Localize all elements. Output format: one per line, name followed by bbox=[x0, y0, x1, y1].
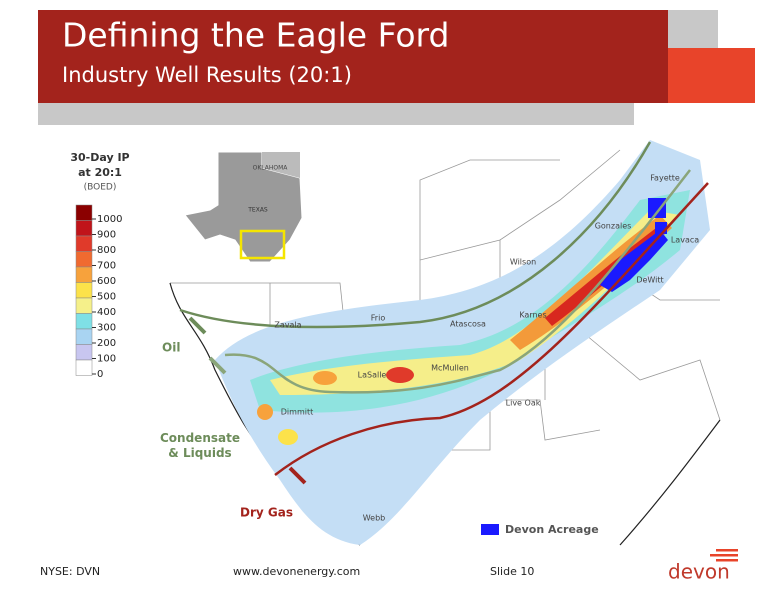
title: Defining the Eagle Ford bbox=[62, 16, 450, 55]
subtitle: Industry Well Results (20:1) bbox=[62, 63, 352, 87]
logo-mark bbox=[710, 549, 738, 562]
dry-gas-line bbox=[274, 182, 709, 476]
header-block bbox=[668, 10, 718, 48]
county-label: Frio bbox=[371, 314, 386, 323]
dry-gas-label: Dry Gas bbox=[240, 506, 293, 520]
footer-url: www.devonenergy.com bbox=[233, 565, 360, 578]
legend-label: 1000 bbox=[97, 214, 122, 225]
legend-title: 30-Day IP bbox=[70, 151, 129, 164]
legend-label: 0 bbox=[97, 369, 103, 380]
header-block bbox=[668, 48, 718, 103]
legend-swatch bbox=[75, 297, 93, 314]
county-label: Webb bbox=[363, 514, 386, 523]
footer-ticker: NYSE: DVN bbox=[40, 565, 100, 578]
legend-swatch bbox=[75, 220, 93, 237]
legend-label: 500 bbox=[97, 292, 116, 303]
legend-title: at 20:1 bbox=[78, 166, 122, 179]
county-label: Live Oak bbox=[506, 399, 541, 408]
legend-swatch bbox=[75, 266, 93, 283]
county-label: Wilson bbox=[510, 258, 536, 267]
acreage-label: Devon Acreage bbox=[505, 523, 599, 536]
arrow bbox=[208, 356, 227, 375]
coastline bbox=[619, 419, 721, 546]
county-label: McMullen bbox=[431, 364, 469, 373]
logo: devon bbox=[668, 560, 730, 584]
legend-label: 100 bbox=[97, 354, 116, 365]
condensate-line bbox=[224, 169, 691, 394]
county-label: DeWitt bbox=[636, 276, 663, 285]
oil-line bbox=[179, 141, 652, 329]
legend-label: 600 bbox=[97, 276, 116, 287]
legend-swatch bbox=[75, 328, 93, 345]
arrow bbox=[188, 316, 207, 335]
county-label: Zavala bbox=[274, 321, 301, 330]
inset-label: TEXAS bbox=[247, 207, 268, 214]
legend-title: (BOED) bbox=[84, 183, 117, 193]
county-label: LaSalle bbox=[358, 371, 387, 380]
county-label: Lavaca bbox=[671, 236, 699, 245]
county-label: Fayette bbox=[650, 174, 680, 183]
county-label: Gonzales bbox=[595, 222, 632, 231]
legend-swatch bbox=[75, 344, 93, 361]
footer-slide: Slide 10 bbox=[490, 565, 534, 578]
inset-highlight bbox=[239, 229, 286, 260]
inset-map: OKLAHOMA TEXAS bbox=[184, 151, 303, 263]
inset-label: OKLAHOMA bbox=[253, 165, 289, 172]
legend-label: 200 bbox=[97, 338, 116, 349]
header-bar bbox=[38, 103, 634, 125]
legend-swatch bbox=[75, 359, 93, 376]
legend-label: 300 bbox=[97, 323, 116, 334]
legend-label: 800 bbox=[97, 245, 116, 256]
legend-swatch bbox=[75, 204, 93, 221]
header bbox=[38, 10, 668, 103]
legend-swatch bbox=[75, 235, 93, 252]
legend-swatch bbox=[75, 313, 93, 330]
legend-swatch bbox=[75, 282, 93, 299]
legend-swatch bbox=[75, 251, 93, 268]
county-label: Atascosa bbox=[450, 320, 486, 329]
oklahoma-shape bbox=[262, 152, 300, 178]
acreage-swatch bbox=[481, 524, 499, 535]
legend-label: 400 bbox=[97, 307, 116, 318]
county-label: Dimmitt bbox=[281, 408, 313, 417]
legend-label: 700 bbox=[97, 261, 116, 272]
condensate-label: Condensate & Liquids bbox=[160, 431, 240, 460]
header-block bbox=[718, 48, 755, 103]
legend-label: 900 bbox=[97, 230, 116, 241]
arrow bbox=[288, 466, 307, 485]
oil-label: Oil bbox=[162, 341, 180, 355]
county-label: Karnes bbox=[519, 311, 546, 320]
